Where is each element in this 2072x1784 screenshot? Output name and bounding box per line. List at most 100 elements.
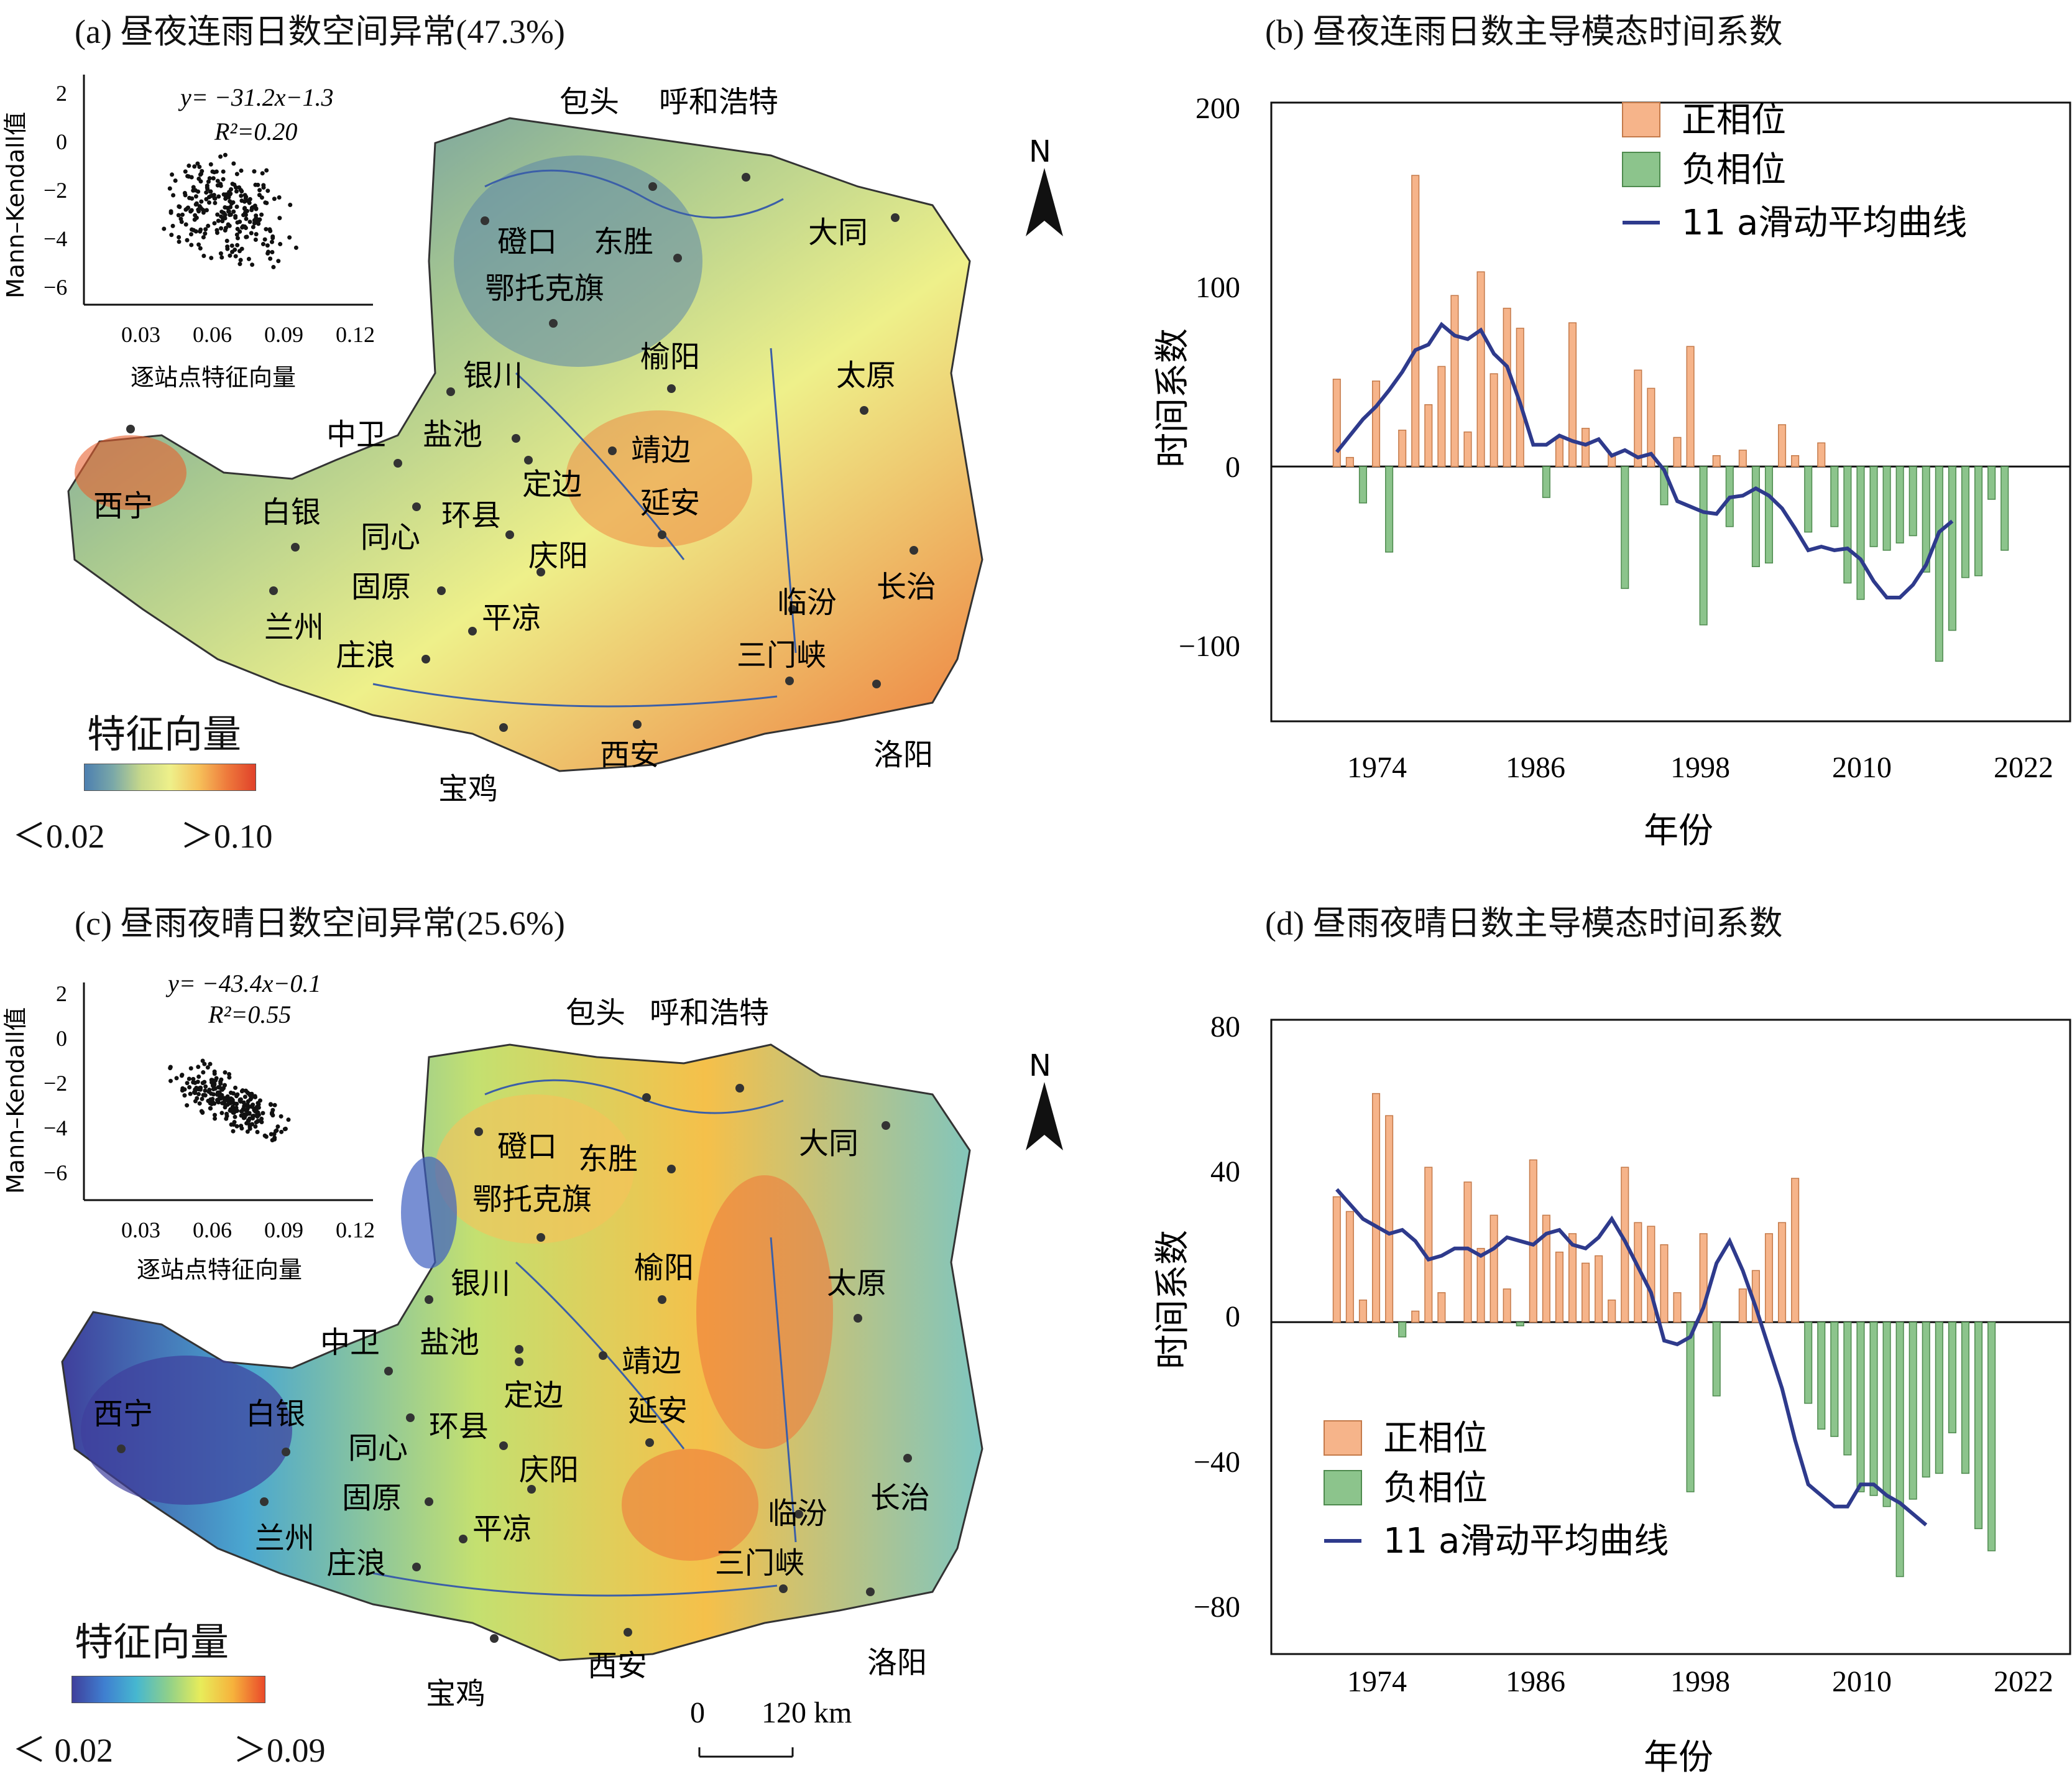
chart-d-bar — [1385, 1115, 1394, 1323]
inset-a-points — [162, 152, 298, 270]
chart-d-bar — [1895, 1321, 1904, 1578]
svg-text:y= −31.2x−1.3: y= −31.2x−1.3 — [178, 83, 333, 111]
scatter-point — [223, 228, 228, 233]
scatter-point — [194, 215, 199, 220]
svg-text:0.12: 0.12 — [336, 322, 375, 347]
scatter-point — [272, 1135, 277, 1140]
scatter-point — [233, 254, 238, 259]
svg-text:太原: 太原 — [836, 358, 896, 393]
scatter-point — [220, 1101, 225, 1106]
svg-text:临汾: 临汾 — [777, 585, 837, 620]
scatter-point — [191, 1076, 196, 1081]
chart-d-bar — [1503, 1288, 1511, 1323]
scatter-point — [219, 214, 224, 219]
scatter-point — [209, 1091, 214, 1096]
scatter-point — [205, 1065, 210, 1070]
svg-text:长治: 长治 — [877, 570, 936, 604]
scatter-point — [188, 1091, 193, 1096]
svg-text:中卫: 中卫 — [326, 417, 386, 452]
svg-text:临汾: 临汾 — [768, 1496, 827, 1531]
svg-text:定边: 定边 — [522, 467, 582, 502]
scatter-point — [253, 1094, 258, 1099]
scatter-point — [251, 224, 256, 229]
svg-text:负相位: 负相位 — [1682, 150, 1786, 190]
scatter-point — [208, 1097, 213, 1102]
svg-text:西宁: 西宁 — [93, 1397, 153, 1431]
scatter-point — [239, 168, 244, 173]
chart-b-bar — [1358, 466, 1368, 504]
scatter-point — [194, 201, 199, 206]
svg-text:0.09: 0.09 — [264, 322, 303, 347]
chart-d-bar — [1463, 1181, 1472, 1323]
scatter-point — [218, 1096, 223, 1101]
map-c: N 包头 呼和浩特 磴口 东胜 大同 鄂托克旗 银川 榆阳 太原 中卫 盐池 靖… — [61, 996, 1063, 1758]
scatter-point — [265, 243, 270, 248]
scatter-point — [261, 185, 266, 190]
svg-text:200: 200 — [1195, 92, 1240, 125]
colorbar-c-min: ＜ 0.02 — [12, 1732, 113, 1769]
scatter-point — [202, 1079, 207, 1084]
scatter-point — [279, 1114, 283, 1119]
chart-b-legend: 正相位 负相位 11 a滑动平均曲线 — [1622, 100, 1967, 243]
scatter-point — [234, 172, 239, 177]
scatter-point — [260, 171, 265, 176]
scatter-point — [249, 208, 254, 213]
svg-text:0: 0 — [1225, 1300, 1240, 1333]
inset-scatter-a: 2 0 −2 −4 −6 0.03 0.06 0.09 0.12 逐站点特征向量… — [2, 75, 375, 391]
scatter-point — [229, 1096, 234, 1101]
chart-b-bar — [1463, 431, 1472, 468]
scatter-point — [215, 178, 220, 183]
colorbar-a — [84, 764, 256, 791]
scatter-point — [247, 220, 252, 224]
scatter-point — [211, 1087, 216, 1092]
chart-b-bar — [1961, 466, 1970, 578]
panel-c: (c) 昼雨夜晴日数空间异常(25.6%) N — [0, 889, 1131, 1784]
scatter-point — [193, 1080, 198, 1085]
scatter-point — [271, 265, 276, 270]
chart-b-bar — [1922, 466, 1930, 573]
scatter-point — [200, 169, 205, 173]
svg-text:靖边: 靖边 — [631, 433, 691, 468]
chart-b-bar — [1764, 466, 1774, 564]
scatter-point — [221, 192, 226, 197]
scatter-point — [217, 1091, 222, 1096]
north-arrow-c — [1026, 1082, 1063, 1150]
scatter-point — [208, 162, 213, 167]
chart-b-bar — [1699, 466, 1708, 626]
scatter-point — [207, 176, 212, 181]
svg-text:正相位: 正相位 — [1682, 100, 1786, 141]
scatter-point — [233, 214, 238, 219]
scatter-point — [255, 1129, 260, 1134]
chart-b-bar — [1345, 456, 1354, 468]
svg-text:庆阳: 庆阳 — [519, 1453, 579, 1487]
scatter-point — [258, 1098, 263, 1103]
scatter-point — [265, 188, 270, 193]
scatter-point — [270, 1113, 275, 1118]
chart-b-bar — [1830, 466, 1839, 527]
chart-b-bar — [1555, 437, 1563, 468]
scatter-point — [237, 249, 242, 254]
chart-d-legend: 正相位 负相位 11 a滑动平均曲线 — [1324, 1418, 1669, 1561]
chart-d-bar — [1660, 1244, 1669, 1323]
svg-text:三门峡: 三门峡 — [737, 638, 826, 673]
scatter-point — [247, 200, 252, 205]
scatter-point — [167, 186, 172, 191]
chart-b-bar — [1738, 450, 1747, 468]
chart-d-bar — [1542, 1214, 1550, 1323]
scatter-point — [267, 227, 272, 232]
chart-d-bar — [1764, 1233, 1774, 1323]
chart-b-bar — [1582, 428, 1590, 468]
svg-text:0.06: 0.06 — [193, 1218, 232, 1242]
svg-text:−40: −40 — [1194, 1446, 1240, 1479]
chart-b-moving-average-line — [1335, 321, 1954, 599]
scatter-point — [246, 256, 251, 261]
svg-text:80: 80 — [1210, 1010, 1240, 1043]
scatter-point — [227, 190, 232, 195]
svg-text:2: 2 — [56, 81, 67, 106]
svg-text:−6: −6 — [44, 1160, 67, 1185]
scatter-point — [190, 227, 195, 232]
chart-d-bar — [1882, 1321, 1891, 1507]
chart-d-bar — [1437, 1292, 1446, 1323]
svg-text:11 a滑动平均曲线: 11 a滑动平均曲线 — [1682, 203, 1967, 243]
svg-text:0.12: 0.12 — [336, 1218, 375, 1242]
